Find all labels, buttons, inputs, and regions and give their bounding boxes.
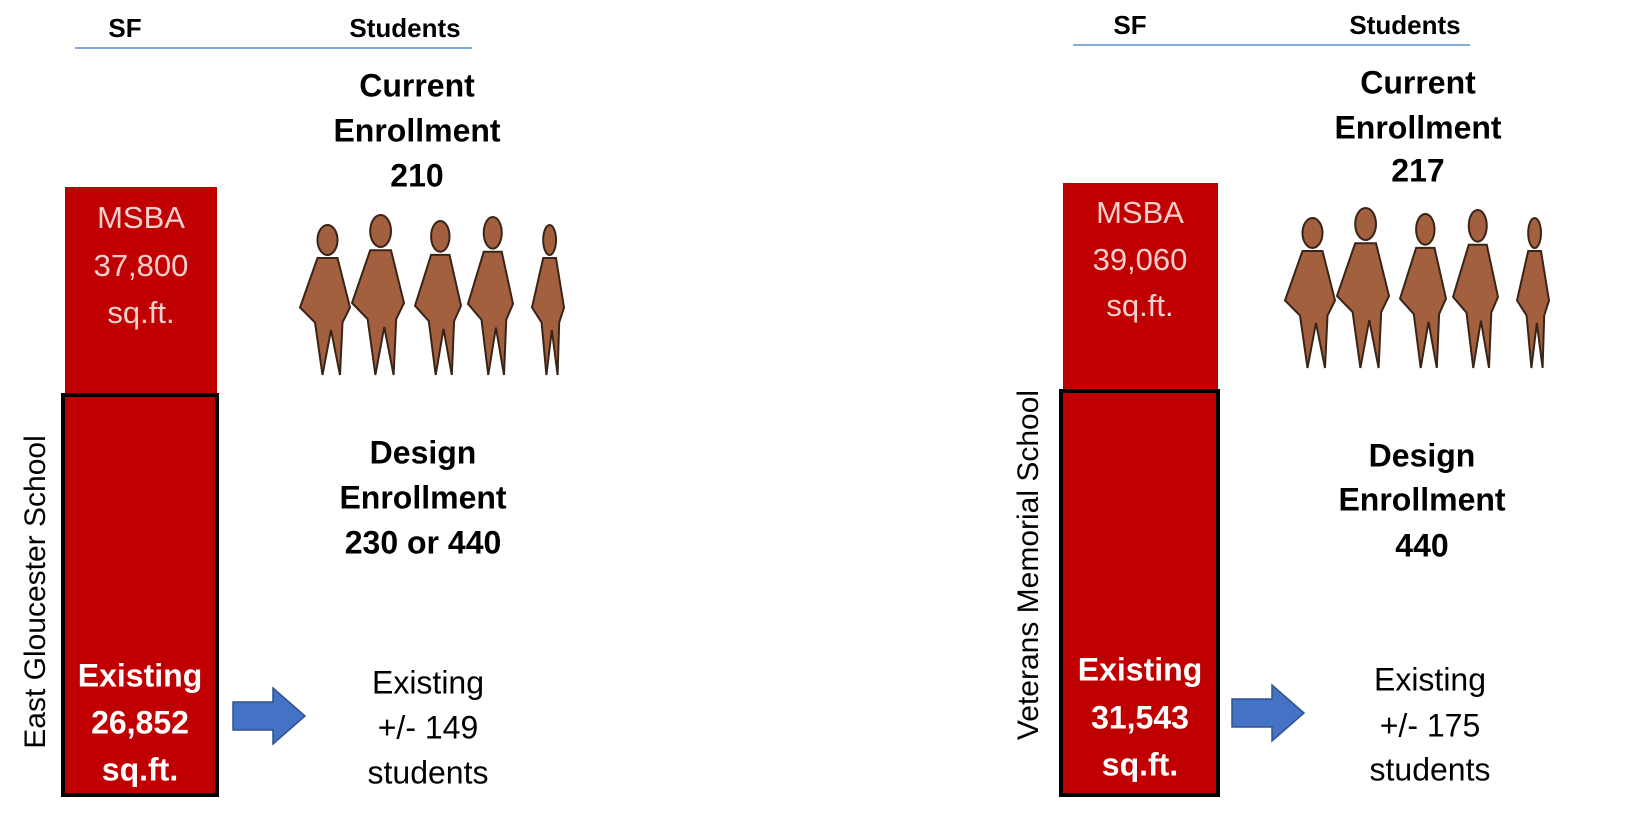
figure-head <box>1355 208 1376 240</box>
figure-body <box>1517 251 1549 368</box>
msba-label: sq.ft. <box>107 295 174 330</box>
student-figure <box>1400 214 1446 368</box>
school-name: East Gloucester School <box>19 435 52 749</box>
existing-sf-label: sq.ft. <box>102 751 178 787</box>
msba-label: MSBA <box>97 200 185 235</box>
slide: SF Students MSBA 37,800 sq.ft. Existing 26,852… <box>0 0 1641 833</box>
figure-head <box>1303 218 1323 248</box>
figure-body <box>1285 251 1335 368</box>
design-enrollment: Design <box>1369 437 1476 473</box>
school-name: Veterans Memorial School <box>1012 390 1045 740</box>
student-figure <box>1517 218 1549 368</box>
figure-body <box>532 258 564 375</box>
student-figure <box>468 217 513 375</box>
student-figure <box>300 225 350 375</box>
student-figure <box>1285 218 1335 368</box>
figure-head <box>318 225 338 255</box>
student-figure <box>532 225 564 375</box>
design-enrollment: 230 or 440 <box>345 524 502 560</box>
school-panel: SF Students MSBA 37,800 sq.ft. Existing 26,852… <box>19 13 564 795</box>
figure-body <box>468 252 513 375</box>
arrow <box>233 688 305 744</box>
current-enrollment: 210 <box>390 157 443 193</box>
design-enrollment: Enrollment <box>339 479 506 515</box>
msba-label: 37,800 <box>94 248 189 283</box>
current-enrollment: Current <box>359 67 475 103</box>
existing-sf-label: 31,543 <box>1091 699 1189 735</box>
figure-body <box>1400 248 1446 368</box>
existing-students: +/- 149 <box>378 709 479 745</box>
figure-body <box>415 255 461 375</box>
figure-body <box>352 250 404 375</box>
msba-label: sq.ft. <box>1106 288 1173 323</box>
existing-sf-label: 26,852 <box>91 704 189 740</box>
arrow <box>1232 685 1304 741</box>
figure-head <box>1416 214 1434 245</box>
existing-students: +/- 175 <box>1380 707 1481 743</box>
current-enrollment: Current <box>1360 64 1476 100</box>
students-header: Students <box>1349 10 1460 40</box>
figure-head <box>431 221 449 252</box>
student-figure <box>352 215 404 375</box>
existing-sf-label: Existing <box>1078 651 1202 687</box>
student-figure <box>1337 208 1389 368</box>
existing-sf-label: sq.ft. <box>1102 746 1178 782</box>
figure-body <box>300 258 350 375</box>
school-panel: SF Students MSBA 39,060 sq.ft. Existing 31,543… <box>1012 10 1549 795</box>
current-enrollment: Enrollment <box>333 112 500 148</box>
msba-label: 39,060 <box>1093 242 1188 277</box>
msba-label: MSBA <box>1096 195 1184 230</box>
figure-head <box>1528 218 1541 248</box>
figure-body <box>1453 245 1498 368</box>
existing-students: students <box>368 754 489 790</box>
existing-sf-label: Existing <box>78 657 202 693</box>
figure-body <box>1337 243 1389 368</box>
figure-head <box>484 217 502 249</box>
design-enrollment: 440 <box>1395 527 1448 563</box>
existing-students: Existing <box>372 664 484 700</box>
sf-header: SF <box>1113 10 1146 40</box>
current-enrollment: 217 <box>1391 152 1444 188</box>
students-header: Students <box>349 13 460 43</box>
student-figure <box>415 221 461 375</box>
current-enrollment: Enrollment <box>1334 109 1501 145</box>
figure-head <box>370 215 391 247</box>
design-enrollment: Design <box>370 434 477 470</box>
existing-students: Existing <box>1374 661 1486 697</box>
design-enrollment: Enrollment <box>1338 481 1505 517</box>
student-figure <box>1453 210 1498 368</box>
sf-header: SF <box>108 13 141 43</box>
figure-head <box>1469 210 1487 242</box>
figure-head <box>543 225 556 255</box>
existing-students: students <box>1370 751 1491 787</box>
